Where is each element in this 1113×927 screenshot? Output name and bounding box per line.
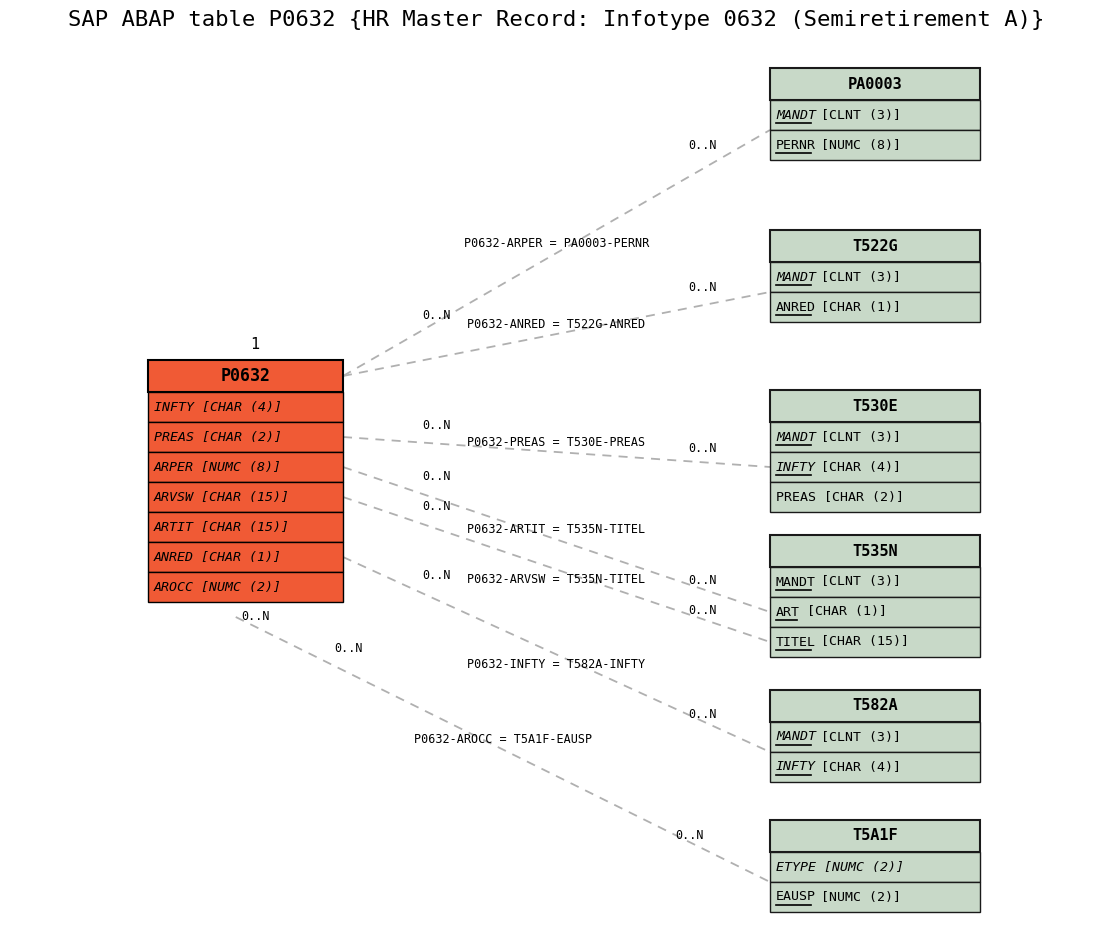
- Bar: [148, 422, 343, 452]
- Bar: [770, 262, 981, 292]
- Text: [CLNT (3)]: [CLNT (3)]: [812, 576, 902, 589]
- Text: T530E: T530E: [853, 399, 898, 413]
- Bar: [770, 68, 981, 100]
- Text: MANDT: MANDT: [776, 576, 816, 589]
- Text: [NUMC (8)]: [NUMC (8)]: [812, 138, 902, 151]
- Text: P0632-ARVSW = T535N-TITEL: P0632-ARVSW = T535N-TITEL: [467, 573, 646, 586]
- Text: 0..N: 0..N: [422, 309, 451, 322]
- Text: P0632-INFTY = T582A-INFTY: P0632-INFTY = T582A-INFTY: [467, 658, 646, 671]
- Text: [CHAR (1)]: [CHAR (1)]: [799, 605, 887, 618]
- Bar: [770, 390, 981, 422]
- Text: PREAS [CHAR (2)]: PREAS [CHAR (2)]: [776, 490, 904, 503]
- Text: 0..N: 0..N: [688, 603, 717, 616]
- Text: MANDT: MANDT: [776, 730, 816, 743]
- Text: EAUSP: EAUSP: [776, 891, 816, 904]
- Text: 0..N: 0..N: [688, 442, 717, 455]
- Bar: [770, 882, 981, 912]
- Bar: [148, 392, 343, 422]
- Text: 0..N: 0..N: [242, 610, 269, 623]
- Text: PREAS [CHAR (2)]: PREAS [CHAR (2)]: [154, 430, 282, 443]
- Text: ARPER [NUMC (8)]: ARPER [NUMC (8)]: [154, 461, 282, 474]
- Text: ETYPE [NUMC (2)]: ETYPE [NUMC (2)]: [776, 860, 904, 873]
- Text: P0632-ARPER = PA0003-PERNR: P0632-ARPER = PA0003-PERNR: [464, 236, 649, 249]
- Text: ARVSW [CHAR (15)]: ARVSW [CHAR (15)]: [154, 490, 290, 503]
- Bar: [770, 690, 981, 722]
- Text: [CHAR (1)]: [CHAR (1)]: [812, 300, 902, 313]
- Text: TITEL: TITEL: [776, 636, 816, 649]
- Text: 0..N: 0..N: [422, 419, 451, 432]
- Bar: [148, 360, 343, 392]
- Bar: [770, 567, 981, 597]
- Text: [CHAR (4)]: [CHAR (4)]: [812, 461, 902, 474]
- Text: 0..N: 0..N: [688, 707, 717, 720]
- Text: INFTY [CHAR (4)]: INFTY [CHAR (4)]: [154, 400, 282, 413]
- Text: P0632: P0632: [220, 367, 270, 385]
- Text: P0632-AROCC = T5A1F-EAUSP: P0632-AROCC = T5A1F-EAUSP: [414, 733, 592, 746]
- Bar: [770, 722, 981, 752]
- Text: T582A: T582A: [853, 699, 898, 714]
- Bar: [148, 512, 343, 542]
- Text: 0..N: 0..N: [422, 500, 451, 514]
- Bar: [770, 422, 981, 452]
- Text: ART: ART: [776, 605, 800, 618]
- Bar: [770, 292, 981, 322]
- Text: 0..N: 0..N: [676, 829, 703, 843]
- Text: 0..N: 0..N: [688, 574, 717, 587]
- Text: 0..N: 0..N: [688, 281, 717, 294]
- Bar: [770, 627, 981, 657]
- Text: SAP ABAP table P0632 {HR Master Record: Infotype 0632 (Semiretirement A)}: SAP ABAP table P0632 {HR Master Record: …: [68, 10, 1045, 30]
- Bar: [770, 752, 981, 782]
- Text: MANDT: MANDT: [776, 108, 816, 121]
- Bar: [148, 572, 343, 602]
- Text: ARTIT [CHAR (15)]: ARTIT [CHAR (15)]: [154, 520, 290, 534]
- Bar: [770, 482, 981, 512]
- Text: [CLNT (3)]: [CLNT (3)]: [812, 108, 902, 121]
- Bar: [148, 482, 343, 512]
- Bar: [770, 852, 981, 882]
- Bar: [770, 820, 981, 852]
- Text: [CLNT (3)]: [CLNT (3)]: [812, 430, 902, 443]
- Bar: [770, 452, 981, 482]
- Bar: [148, 542, 343, 572]
- Text: 0..N: 0..N: [422, 470, 451, 483]
- Text: 1: 1: [250, 337, 259, 352]
- Text: [CLNT (3)]: [CLNT (3)]: [812, 730, 902, 743]
- Text: [CHAR (4)]: [CHAR (4)]: [812, 760, 902, 773]
- Bar: [770, 100, 981, 130]
- Text: [NUMC (2)]: [NUMC (2)]: [812, 891, 902, 904]
- Bar: [770, 230, 981, 262]
- Bar: [770, 130, 981, 160]
- Text: P0632-ARTIT = T535N-TITEL: P0632-ARTIT = T535N-TITEL: [467, 523, 646, 536]
- Text: [CHAR (15)]: [CHAR (15)]: [812, 636, 909, 649]
- Text: MANDT: MANDT: [776, 271, 816, 284]
- Text: INFTY: INFTY: [776, 461, 816, 474]
- Text: T5A1F: T5A1F: [853, 829, 898, 844]
- Text: T535N: T535N: [853, 543, 898, 558]
- Text: T522G: T522G: [853, 238, 898, 253]
- Text: 0..N: 0..N: [688, 138, 717, 151]
- Text: 0..N: 0..N: [422, 569, 451, 582]
- Bar: [148, 452, 343, 482]
- Text: PERNR: PERNR: [776, 138, 816, 151]
- Text: 0..N: 0..N: [334, 641, 363, 654]
- Text: P0632-PREAS = T530E-PREAS: P0632-PREAS = T530E-PREAS: [467, 436, 646, 449]
- Text: PA0003: PA0003: [848, 77, 903, 92]
- Bar: [770, 597, 981, 627]
- Text: ANRED [CHAR (1)]: ANRED [CHAR (1)]: [154, 551, 282, 564]
- Text: MANDT: MANDT: [776, 430, 816, 443]
- Text: P0632-ANRED = T522G-ANRED: P0632-ANRED = T522G-ANRED: [467, 318, 646, 331]
- Text: ANRED: ANRED: [776, 300, 816, 313]
- Bar: [770, 535, 981, 567]
- Text: [CLNT (3)]: [CLNT (3)]: [812, 271, 902, 284]
- Text: AROCC [NUMC (2)]: AROCC [NUMC (2)]: [154, 580, 282, 593]
- Text: INFTY: INFTY: [776, 760, 816, 773]
